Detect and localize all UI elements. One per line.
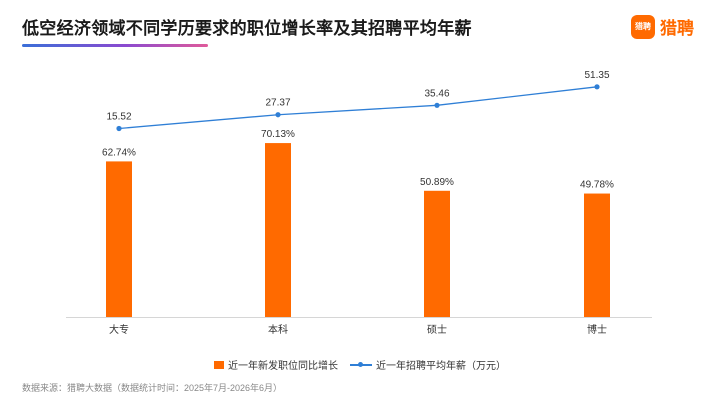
line-value-label-1: 15.52 — [106, 112, 131, 123]
logo-icon: 猎聘 — [631, 14, 655, 39]
bar-1 — [106, 161, 132, 317]
line-value-label-4: 51.35 — [584, 70, 609, 81]
line-point-3 — [434, 102, 440, 108]
bar-4 — [584, 193, 610, 317]
x-tick-label-3: 硕士 — [427, 323, 447, 336]
legend-line-swatch — [350, 361, 372, 369]
line-point-2 — [275, 112, 281, 118]
line-point-4 — [594, 84, 600, 90]
bar-value-label-3: 50.89% — [420, 177, 454, 188]
bar-value-label-2: 70.13% — [261, 129, 295, 140]
x-tick-label-1: 大专 — [109, 323, 129, 336]
line-point-1 — [116, 125, 122, 132]
logo-text: 猎聘 — [660, 19, 694, 38]
legend-bar-label: 近一年新发职位同比增长 — [228, 361, 338, 372]
title-underline — [22, 44, 208, 47]
x-tick-label-4: 博士 — [587, 323, 607, 336]
line-series-path — [118, 86, 598, 130]
bar-2 — [265, 143, 291, 317]
chart-title: 低空经济领域不同学历要求的职位增长率及其招聘平均年薪 — [22, 19, 472, 38]
x-tick-label-2: 本科 — [268, 323, 288, 336]
legend-item-bar: 近一年新发职位同比增长 — [214, 357, 338, 372]
bar-value-label-4: 49.78% — [580, 180, 614, 191]
data-source-note: 数据来源：猎聘大数据（数据统计时间：2025年7月-2026年6月） — [22, 383, 283, 393]
line-value-label-3: 35.46 — [424, 88, 449, 99]
legend-item-line: 近一年招聘平均年薪（万元） — [350, 357, 506, 372]
legend-bar-swatch — [214, 360, 224, 369]
line-value-label-2: 27.37 — [265, 98, 290, 109]
bar-3 — [424, 190, 450, 317]
legend-line-label: 近一年招聘平均年薪（万元） — [376, 361, 506, 372]
chart-legend: 近一年新发职位同比增长 近一年招聘平均年薪（万元） — [0, 357, 720, 372]
bar-value-label-1: 62.74% — [102, 147, 136, 158]
brand-logo: 猎聘 猎聘 — [631, 14, 694, 39]
